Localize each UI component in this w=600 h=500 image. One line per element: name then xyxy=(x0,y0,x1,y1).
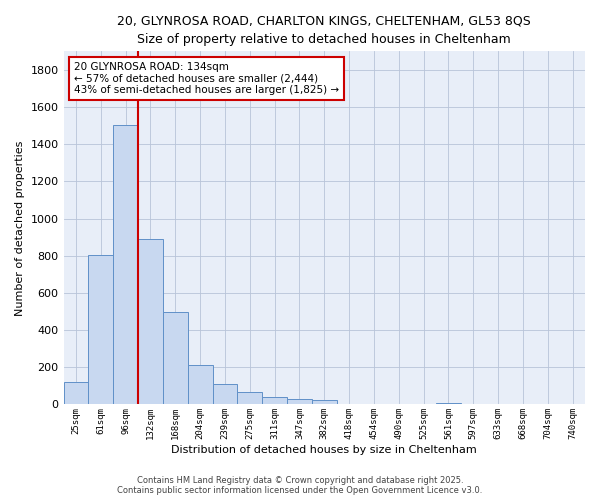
Bar xyxy=(212,384,238,404)
Bar xyxy=(113,124,138,404)
Bar xyxy=(262,396,287,404)
Text: Contains HM Land Registry data © Crown copyright and database right 2025.
Contai: Contains HM Land Registry data © Crown c… xyxy=(118,476,482,495)
Bar xyxy=(287,399,312,404)
Bar xyxy=(64,382,88,404)
Text: 20 GLYNROSA ROAD: 134sqm
← 57% of detached houses are smaller (2,444)
43% of sem: 20 GLYNROSA ROAD: 134sqm ← 57% of detach… xyxy=(74,62,339,95)
Bar xyxy=(88,255,113,404)
Y-axis label: Number of detached properties: Number of detached properties xyxy=(15,140,25,316)
X-axis label: Distribution of detached houses by size in Cheltenham: Distribution of detached houses by size … xyxy=(172,445,477,455)
Bar xyxy=(163,312,188,404)
Bar xyxy=(436,402,461,404)
Bar xyxy=(138,239,163,404)
Title: 20, GLYNROSA ROAD, CHARLTON KINGS, CHELTENHAM, GL53 8QS
Size of property relativ: 20, GLYNROSA ROAD, CHARLTON KINGS, CHELT… xyxy=(118,15,531,46)
Bar xyxy=(238,392,262,404)
Bar xyxy=(312,400,337,404)
Bar xyxy=(188,366,212,405)
